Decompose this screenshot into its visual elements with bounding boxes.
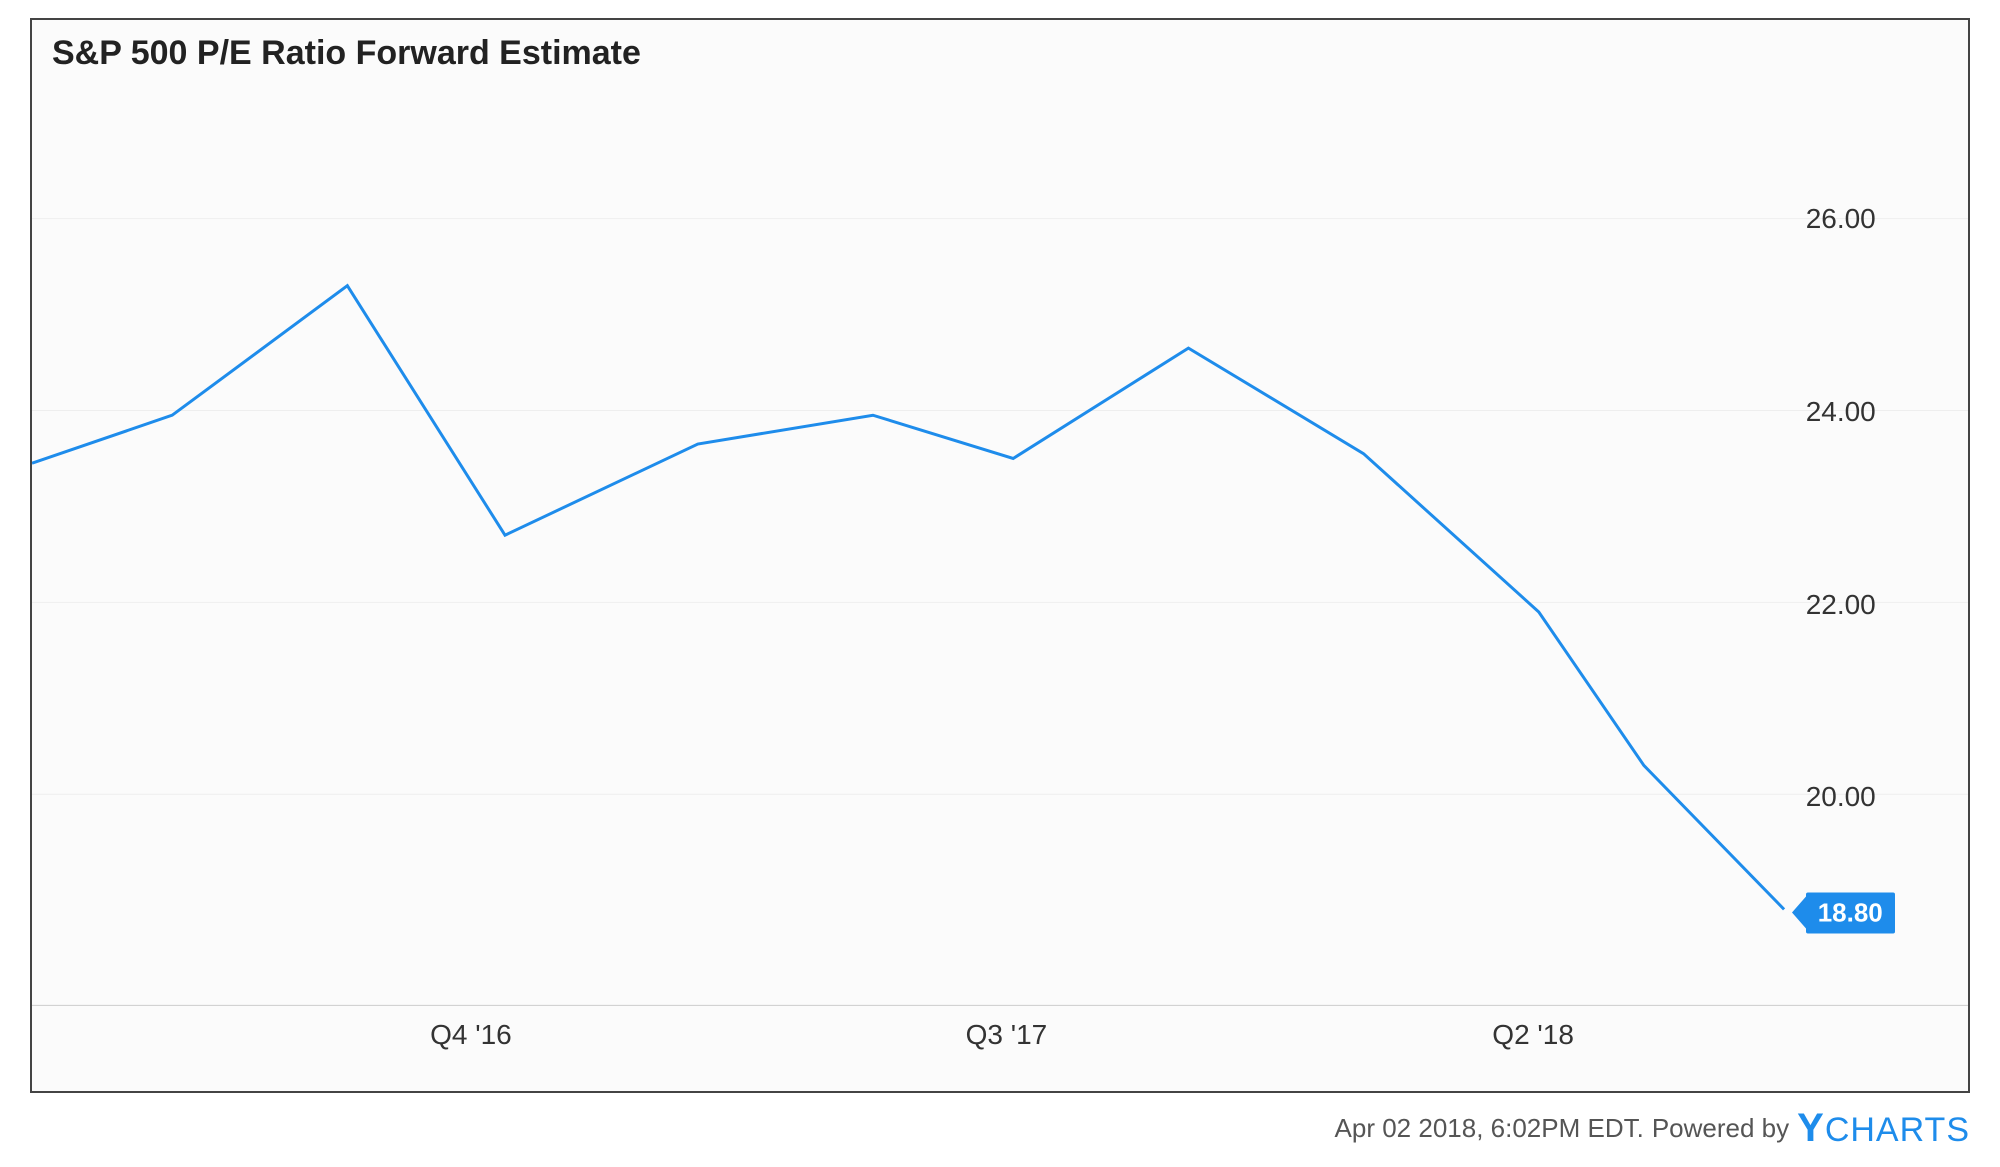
- brand-rest: CHARTS: [1825, 1111, 1970, 1149]
- chart-frame: S&P 500 P/E Ratio Forward Estimate 20.00…: [30, 18, 1970, 1093]
- y-tick-label: 26.00: [1806, 203, 1876, 235]
- x-tick-label: Q2 '18: [1492, 1019, 1574, 1051]
- chart-footer: Apr 02 2018, 6:02PM EDT. Powered by YCHA…: [1335, 1106, 1970, 1151]
- footer-timestamp: Apr 02 2018, 6:02PM EDT.: [1335, 1113, 1644, 1144]
- y-tick-label: 22.00: [1806, 589, 1876, 621]
- x-tick-label: Q3 '17: [966, 1019, 1048, 1051]
- footer-powered-by: Powered by: [1652, 1113, 1789, 1144]
- chart-plot-svg: [32, 20, 1968, 1091]
- end-value-text: 18.80: [1818, 897, 1883, 927]
- brand-y: Y: [1797, 1106, 1825, 1150]
- y-tick-label: 20.00: [1806, 781, 1876, 813]
- x-tick-label: Q4 '16: [430, 1019, 512, 1051]
- end-value-flag: 18.80: [1806, 892, 1895, 933]
- y-tick-label: 24.00: [1806, 396, 1876, 428]
- brand-logo: YCHARTS: [1797, 1106, 1970, 1151]
